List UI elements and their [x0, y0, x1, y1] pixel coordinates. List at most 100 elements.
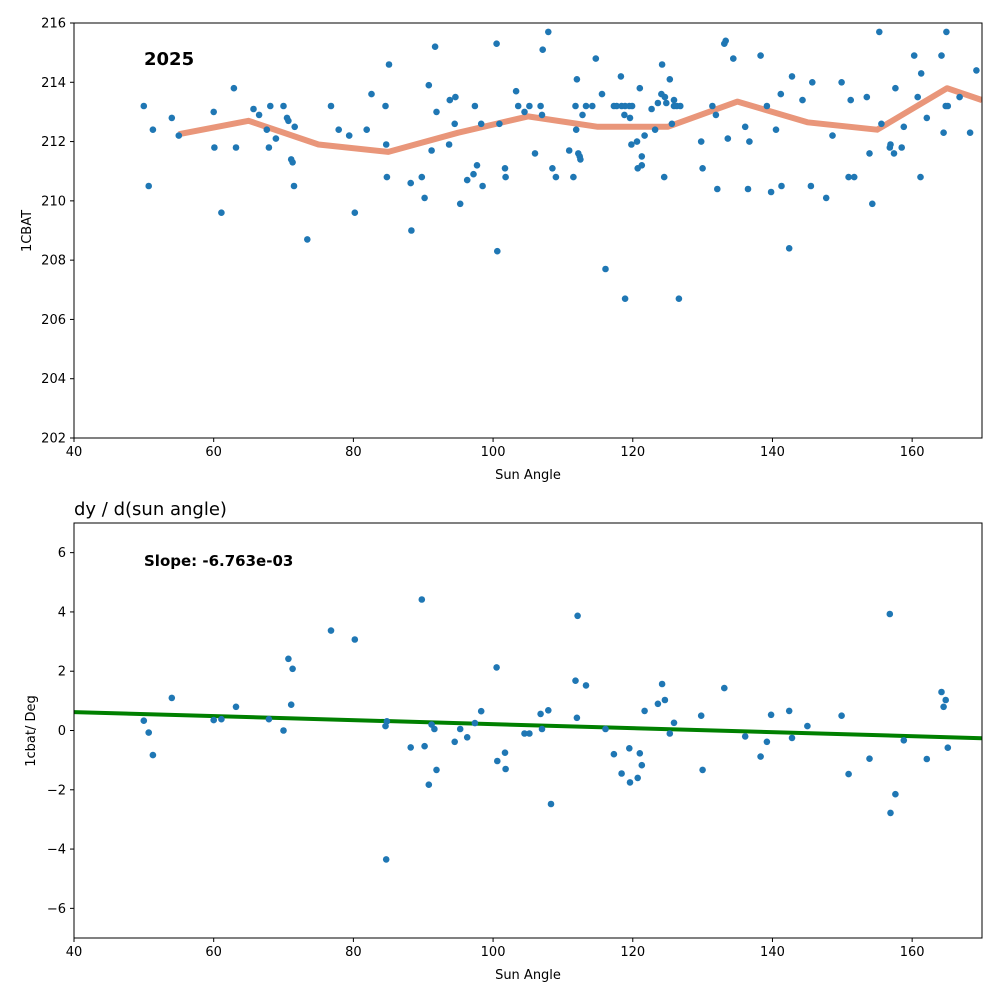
- top-data-point: [621, 295, 629, 303]
- top-data-point: [407, 179, 415, 187]
- bottom-data-point: [574, 612, 581, 620]
- top-data-point: [966, 129, 974, 136]
- top-plot-body: 40 60 80 100 120 140 160 202 204 206 208 210 212 214 2…: [41, 17, 983, 460]
- top-data-point: [648, 105, 655, 113]
- top-data-point: [579, 111, 586, 119]
- bottom-y-tick-label: 4: [58, 605, 66, 620]
- top-data-point: [345, 132, 353, 139]
- top-data-point: [660, 173, 668, 181]
- top-data-point: [479, 182, 486, 190]
- bottom-data-point: [626, 779, 634, 786]
- top-data-point: [847, 96, 854, 104]
- bottom-data-point: [521, 730, 528, 737]
- top-data-point: [304, 236, 311, 243]
- bottom-x-tick-label: 60: [205, 945, 222, 960]
- top-data-point: [666, 76, 674, 83]
- top-data-point: [670, 96, 678, 104]
- top-data-point: [425, 81, 433, 89]
- top-data-point: [285, 117, 292, 125]
- bottom-data-point: [265, 715, 273, 723]
- bottom-data-point: [654, 700, 662, 708]
- top-data-point: [757, 52, 764, 59]
- top-data-point: [501, 165, 509, 172]
- top-data-point: [940, 129, 947, 136]
- bottom-data-point: [407, 744, 415, 751]
- top-data-point: [290, 182, 298, 190]
- bottom-data-point: [382, 856, 390, 863]
- top-data-point: [421, 194, 428, 202]
- bottom-data-point: [463, 734, 471, 741]
- top-x-tick-label: 120: [620, 445, 645, 460]
- bottom-data-point: [697, 712, 705, 719]
- top-data-point: [878, 120, 885, 128]
- top-data-point: [651, 126, 659, 133]
- top-data-point: [675, 295, 683, 303]
- top-data-point: [572, 126, 580, 133]
- top-data-point: [838, 79, 845, 86]
- bottom-data-point: [721, 684, 728, 692]
- top-data-point: [473, 162, 481, 169]
- bottom-data-point: [763, 738, 771, 746]
- top-data-point: [471, 102, 479, 110]
- bottom-data-point: [618, 770, 625, 777]
- top-data-point: [514, 102, 522, 110]
- top-data-point: [149, 126, 157, 133]
- top-data-point: [744, 185, 752, 193]
- top-data-point: [869, 200, 876, 208]
- top-data-point: [663, 99, 670, 107]
- top-data-point: [433, 108, 440, 116]
- top-data-point: [565, 147, 573, 154]
- top-data-point: [621, 111, 628, 119]
- top-data-point: [863, 93, 871, 101]
- top-data-point: [445, 141, 453, 148]
- top-data-point: [677, 102, 684, 110]
- bottom-data-point: [573, 714, 581, 722]
- bottom-plot-body: 40 60 80 100 120 140 160 −6 −4 −2 0 2 4 6: [47, 522, 983, 960]
- top-annotation: 2025: [144, 49, 194, 70]
- top-data-point: [613, 102, 620, 110]
- top-data-point: [351, 209, 359, 216]
- top-data-point: [573, 76, 581, 83]
- top-y-tick-label: 210: [41, 194, 66, 209]
- top-data-point: [463, 176, 471, 184]
- top-data-point: [572, 102, 579, 110]
- top-x-tick-label: 80: [345, 445, 362, 460]
- top-x-tick-label: 60: [205, 445, 222, 460]
- top-x-axis-label: Sun Angle: [495, 468, 561, 483]
- top-data-point: [428, 147, 435, 154]
- top-data-point: [446, 96, 454, 104]
- bottom-data-point: [923, 755, 931, 763]
- top-data-point: [549, 165, 556, 172]
- top-data-point: [570, 173, 577, 181]
- top-data-point: [658, 61, 666, 68]
- bottom-axes-frame: [73, 522, 983, 939]
- top-data-point: [900, 123, 908, 131]
- top-data-point: [265, 144, 273, 151]
- top-data-point: [890, 150, 898, 157]
- top-data-point: [335, 126, 343, 133]
- top-data-point: [230, 84, 238, 92]
- bottom-data-point: [892, 790, 899, 798]
- top-data-point: [363, 126, 371, 133]
- top-x-tick-label: 140: [760, 445, 785, 460]
- top-data-point: [451, 120, 459, 128]
- top-data-point: [777, 90, 785, 98]
- top-data-point: [493, 40, 500, 47]
- top-axes-frame: [73, 22, 983, 439]
- bottom-data-point: [140, 717, 148, 724]
- top-y-tick-label: 208: [41, 254, 66, 269]
- top-data-point: [641, 132, 648, 139]
- bottom-panel: dy / d(sun angle) 40 60 80 100 120 140 160−6−4…: [24, 499, 983, 983]
- top-data-point: [772, 126, 780, 133]
- top-data-point: [910, 52, 918, 59]
- top-data-point: [887, 141, 894, 148]
- bottom-y-axis-label: 1cbat/ Deg: [24, 695, 39, 767]
- bottom-data-point: [501, 749, 509, 756]
- bottom-data-point: [940, 703, 947, 711]
- top-data-point: [788, 73, 796, 80]
- bottom-data-point: [431, 725, 438, 733]
- top-data-point: [866, 150, 873, 157]
- bottom-data-point: [418, 596, 426, 603]
- bottom-data-point: [582, 682, 590, 689]
